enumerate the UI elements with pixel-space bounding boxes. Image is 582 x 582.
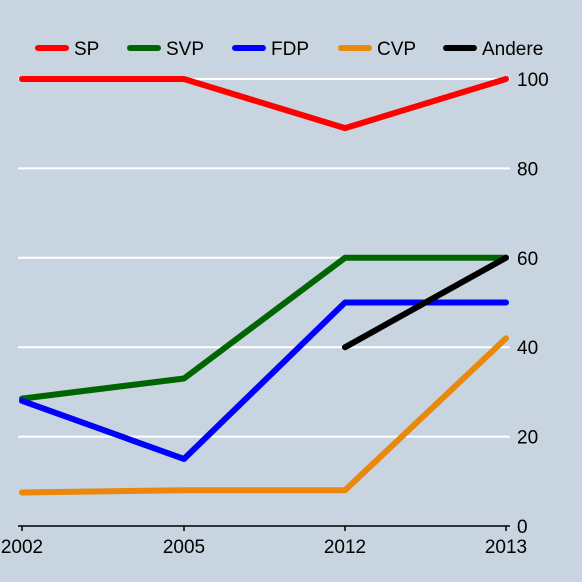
x-tick-label: 2002	[1, 537, 43, 558]
y-axis: 0 20 40 60 80 100	[517, 70, 549, 538]
x-tick-label: 2013	[485, 537, 527, 558]
series-line-sp	[19, 76, 509, 132]
x-tick-label: 2005	[163, 537, 205, 558]
legend: SP SVP FDP CVP Andere	[35, 39, 543, 60]
x-axis: 2002 2005 2012 2013	[1, 525, 527, 558]
y-tick-label: 0	[517, 517, 528, 538]
series-lines	[19, 76, 509, 496]
legend-label-andere: Andere	[482, 39, 543, 60]
y-tick-label: 20	[517, 428, 538, 449]
y-tick-label: 100	[517, 70, 549, 91]
series-line-fdp	[19, 299, 509, 462]
legend-label-svp: SVP	[166, 39, 204, 60]
series-line-cvp	[19, 335, 509, 496]
x-tick-label: 2012	[324, 537, 366, 558]
y-tick-label: 40	[517, 338, 538, 359]
legend-label-cvp: CVP	[377, 39, 416, 60]
legend-label-fdp: FDP	[271, 39, 309, 60]
legend-label-sp: SP	[74, 39, 99, 60]
y-tick-label: 60	[517, 249, 538, 270]
series-line-andere	[342, 254, 509, 351]
y-tick-label: 80	[517, 159, 538, 180]
series-line-svp	[19, 254, 509, 402]
